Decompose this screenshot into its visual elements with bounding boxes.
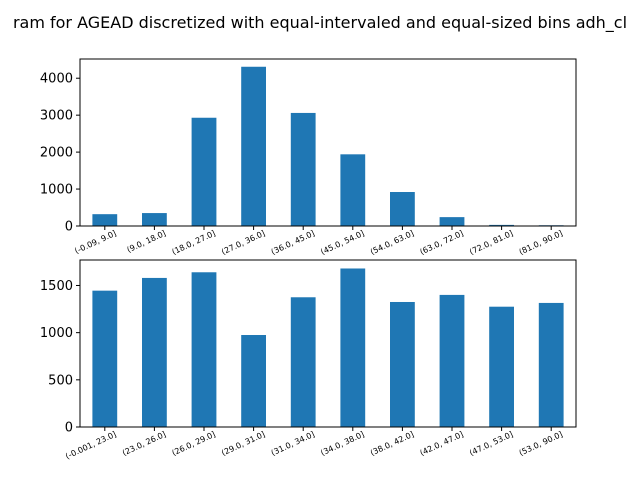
bottom-bar-7 xyxy=(439,294,465,427)
top-xtick-label-2: (18.0, 27.0] xyxy=(170,229,216,257)
bottom-bar-6 xyxy=(390,301,415,427)
bottom-xtick-label-5: (34.0, 38.0] xyxy=(319,430,365,458)
top-histogram: 0 1000 2000 3000 4000 (-0.09, 9.0] (9.0, 18.0]… xyxy=(40,58,577,257)
bottom-ytick-label-3: 1500 xyxy=(40,279,73,294)
bottom-bar-9 xyxy=(538,302,564,427)
top-axes-frame xyxy=(79,58,577,227)
top-bar-2 xyxy=(191,117,217,226)
bottom-axes-frame xyxy=(79,259,577,428)
top-ytick-label-4: 4000 xyxy=(40,72,73,87)
top-xtick-label-0: (-0.09, 9.0] xyxy=(73,229,117,256)
bottom-bar-0 xyxy=(92,290,118,427)
top-ytick-label-3: 3000 xyxy=(40,109,73,124)
top-ytick-label-0: 0 xyxy=(65,220,73,235)
top-bar-6 xyxy=(390,192,415,226)
bottom-xtick-label-8: (47.0, 53.0] xyxy=(468,430,514,458)
figure-title: ram for AGEAD discretized with equal-int… xyxy=(13,13,627,33)
top-bar-0 xyxy=(92,214,118,226)
bottom-xtick-label-2: (26.0, 29.0] xyxy=(170,430,216,458)
top-bar-7 xyxy=(439,217,465,226)
top-xtick-label-5: (45.0, 54.0] xyxy=(319,229,365,257)
top-xtick-label-1: (9.0, 18.0] xyxy=(125,229,167,255)
bottom-ytick-label-1: 500 xyxy=(48,373,73,388)
bottom-bar-2 xyxy=(191,272,217,427)
bottom-bar-1 xyxy=(142,277,167,427)
top-bar-5 xyxy=(340,154,366,226)
top-xtick-label-6: (54.0, 63.0] xyxy=(369,229,415,257)
bottom-xtick-label-3: (29.0, 31.0] xyxy=(220,430,266,458)
bottom-xtick-label-6: (38.0, 42.0] xyxy=(369,430,415,458)
bottom-ytick-label-0: 0 xyxy=(65,421,73,436)
bottom-xtick-label-7: (42.0, 47.0] xyxy=(418,430,464,458)
bottom-bar-5 xyxy=(340,268,366,427)
top-xtick-label-9: (81.0, 90.0] xyxy=(518,229,564,257)
top-xtick-label-3: (27.0, 36.0] xyxy=(220,229,266,257)
top-xtick-label-7: (63.0, 72.0] xyxy=(418,229,464,257)
bottom-bar-3 xyxy=(241,335,266,427)
bottom-ytick-label-2: 1000 xyxy=(40,326,73,341)
top-bar-3 xyxy=(241,66,266,226)
bottom-bar-4 xyxy=(290,297,316,427)
top-ytick-label-2: 2000 xyxy=(40,146,73,161)
top-bar-1 xyxy=(142,213,167,226)
bottom-xtick-label-1: (23.0, 26.0] xyxy=(121,430,167,458)
top-xtick-label-4: (36.0, 45.0] xyxy=(270,229,316,257)
top-ytick-label-1: 1000 xyxy=(40,183,73,198)
top-bar-4 xyxy=(290,112,316,226)
top-xtick-label-8: (72.0, 81.0] xyxy=(468,229,514,257)
bottom-xtick-label-9: (53.0, 90.0] xyxy=(518,430,564,458)
top-bar-8 xyxy=(489,224,514,226)
bottom-bar-8 xyxy=(489,306,514,427)
bottom-xtick-label-4: (31.0, 34.0] xyxy=(270,430,316,458)
